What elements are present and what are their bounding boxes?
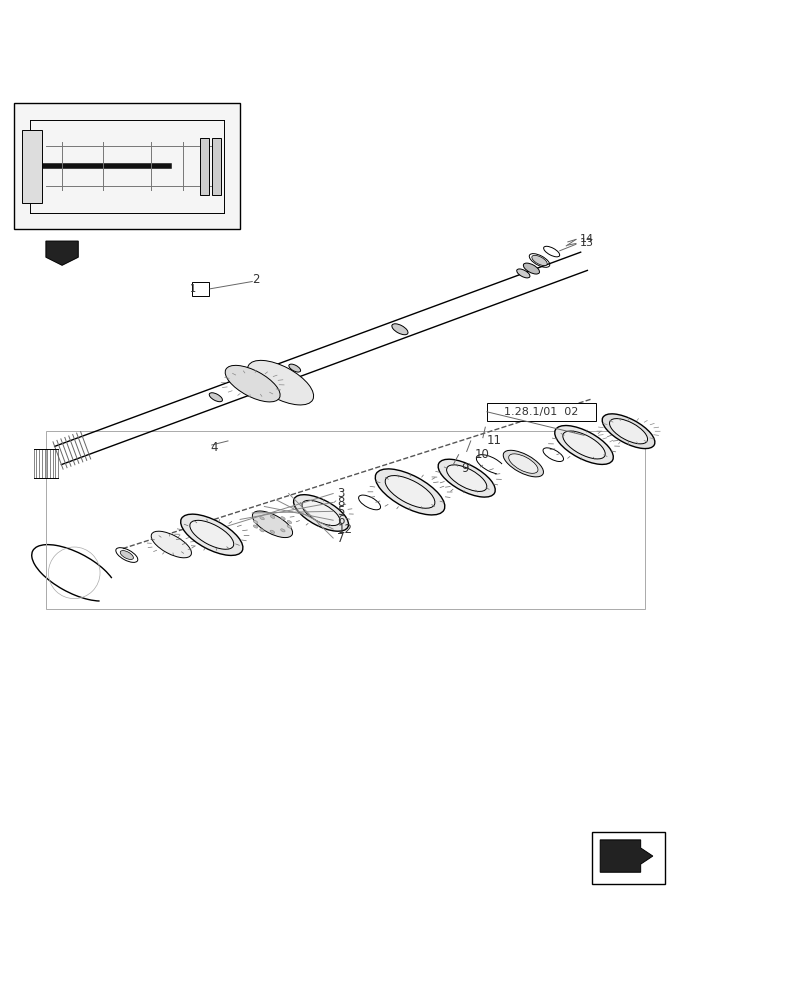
Ellipse shape [375,469,444,515]
Text: 13: 13 [579,238,594,248]
Ellipse shape [270,515,274,518]
Bar [22,130,42,203]
Ellipse shape [289,364,300,372]
Ellipse shape [253,525,257,528]
Text: 7: 7 [337,532,345,545]
Ellipse shape [302,500,340,526]
Ellipse shape [287,525,291,528]
Ellipse shape [151,531,191,558]
Ellipse shape [554,426,612,464]
Ellipse shape [260,529,264,532]
Bar [46,431,644,609]
Ellipse shape [392,324,407,335]
Ellipse shape [253,520,257,523]
Ellipse shape [503,450,543,477]
Ellipse shape [247,360,313,405]
Text: 3: 3 [337,487,344,500]
Ellipse shape [523,263,539,274]
Text: 4: 4 [210,441,217,454]
Polygon shape [46,241,78,265]
Ellipse shape [508,454,538,473]
Ellipse shape [438,459,495,497]
Ellipse shape [294,495,348,531]
Ellipse shape [190,520,234,549]
Bar [200,138,209,195]
Text: 8: 8 [337,496,344,509]
Ellipse shape [531,255,547,266]
Ellipse shape [287,520,291,524]
Ellipse shape [562,431,604,459]
Ellipse shape [180,514,242,555]
Text: 5: 5 [337,505,344,518]
Bar [212,138,221,195]
Text: 1: 1 [190,284,196,294]
Bar [487,403,595,421]
Bar [14,103,240,229]
Text: 6: 6 [337,514,345,527]
Text: 10: 10 [474,448,489,461]
Ellipse shape [120,551,133,559]
Text: 12: 12 [337,523,352,536]
Text: 2: 2 [252,273,260,286]
Text: 11: 11 [487,434,501,447]
Ellipse shape [252,511,292,538]
Bar [591,832,664,884]
Bar [191,282,209,296]
Ellipse shape [446,465,487,491]
Ellipse shape [609,419,647,444]
Ellipse shape [281,529,285,532]
Text: 9: 9 [461,462,468,475]
Ellipse shape [225,365,280,402]
Ellipse shape [602,414,654,449]
Text: 14: 14 [579,234,594,244]
Polygon shape [599,840,652,872]
Ellipse shape [281,517,285,520]
Text: 1.28.1/01  02: 1.28.1/01 02 [504,407,577,417]
Ellipse shape [270,530,274,533]
Ellipse shape [260,517,264,520]
Ellipse shape [384,476,435,508]
Ellipse shape [209,393,222,402]
Ellipse shape [516,269,530,278]
